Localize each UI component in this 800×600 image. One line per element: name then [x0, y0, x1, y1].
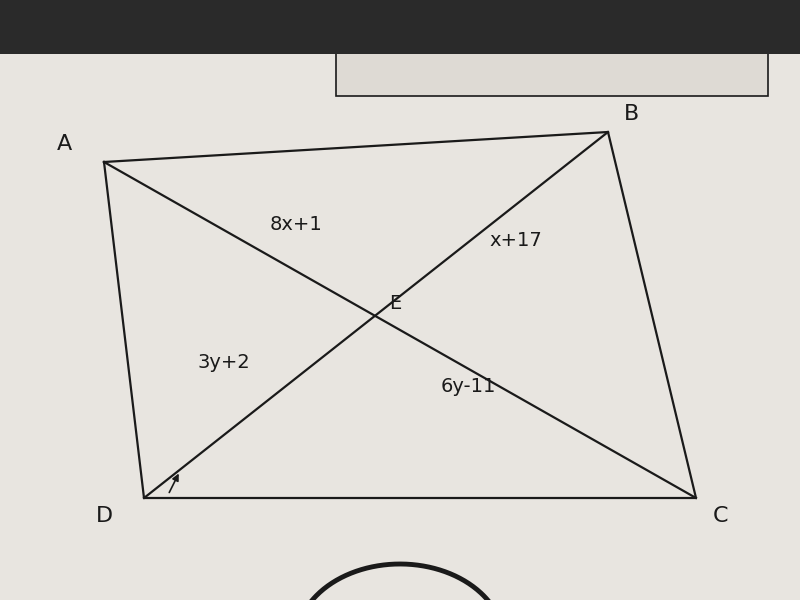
Text: D: D	[95, 506, 113, 526]
Text: E: E	[389, 295, 401, 313]
Text: C: C	[712, 506, 728, 526]
Bar	[336, 12, 768, 96]
Text: 8x+1: 8x+1	[270, 215, 322, 235]
Text: A: A	[56, 134, 72, 154]
Text: 6y-11: 6y-11	[440, 377, 496, 397]
Text: 3y+2: 3y+2	[198, 353, 250, 373]
Text: B: B	[624, 104, 640, 124]
Bar	[0, 0, 800, 54]
Text: x+17: x+17	[490, 230, 542, 250]
